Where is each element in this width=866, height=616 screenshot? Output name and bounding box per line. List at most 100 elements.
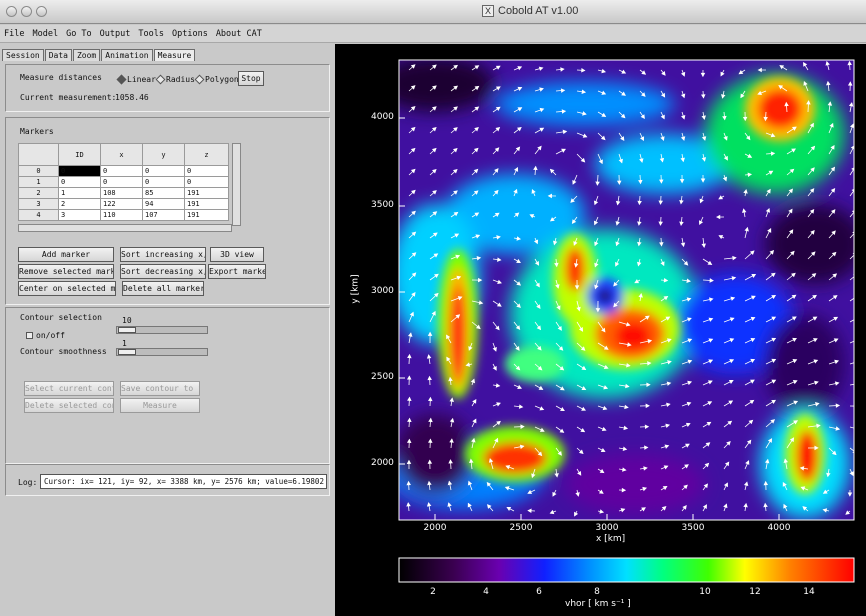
column-header-id[interactable]: ID bbox=[58, 143, 101, 166]
velocity-arrow-head bbox=[728, 400, 734, 405]
velocity-arrow-head bbox=[593, 220, 599, 226]
velocity-arrow-head bbox=[731, 276, 737, 281]
contour-level-slider-thumb[interactable] bbox=[118, 327, 136, 333]
radio-polygon[interactable]: Polygon bbox=[194, 74, 239, 85]
row-header[interactable]: 0 bbox=[18, 165, 59, 177]
table-cell[interactable]: 191 bbox=[184, 187, 229, 199]
table-row[interactable]: 3 2 122 94 191 bbox=[18, 198, 229, 210]
sort-increasing-button[interactable]: Sort increasing x,y,z bbox=[120, 247, 206, 262]
velocity-arrow-head bbox=[809, 208, 815, 214]
row-header[interactable]: 1 bbox=[18, 176, 59, 188]
velocity-arrow-head bbox=[474, 65, 480, 70]
contour-level-slider[interactable] bbox=[116, 326, 208, 334]
table-cell[interactable]: 0 bbox=[58, 176, 101, 188]
table-cell[interactable]: 1 bbox=[58, 187, 101, 199]
table-cell[interactable]: 0 bbox=[142, 176, 185, 188]
velocity-arrow-head bbox=[427, 480, 432, 486]
menu-file[interactable]: File bbox=[4, 28, 25, 39]
tab-data[interactable]: Data bbox=[44, 49, 72, 61]
velocity-arrow-head bbox=[527, 508, 532, 514]
select-current-contour-button[interactable]: Select current contour bbox=[24, 381, 114, 396]
table-cell[interactable]: 107 bbox=[142, 209, 185, 221]
export-markers-button[interactable]: Export markers bbox=[208, 264, 266, 279]
velocity-arrow-head bbox=[495, 383, 501, 388]
table-cell[interactable]: 0 bbox=[100, 165, 143, 177]
radio-linear[interactable]: Linear bbox=[116, 74, 156, 85]
center-on-selected-marker-button[interactable]: Center on selected marker bbox=[18, 281, 116, 296]
add-marker-button[interactable]: Add marker bbox=[18, 247, 114, 262]
tab-session[interactable]: Session bbox=[2, 49, 44, 61]
table-cell[interactable]: 0 bbox=[142, 165, 185, 177]
menu-model[interactable]: Model bbox=[32, 28, 59, 39]
velocity-arrow-head bbox=[431, 127, 437, 132]
table-cell[interactable]: 122 bbox=[100, 198, 143, 210]
table-row[interactable]: 0 0 0 0 0 bbox=[18, 165, 229, 177]
table-row[interactable]: 4 3 110 107 191 bbox=[18, 209, 229, 221]
table-cell[interactable]: 0 bbox=[184, 176, 229, 188]
radio-radius[interactable]: Radius bbox=[155, 74, 195, 85]
velocity-arrow-head bbox=[701, 94, 706, 99]
log-field[interactable]: Cursor: ix= 121, iy= 92, x= 3388 km, y= … bbox=[40, 474, 327, 489]
table-cell[interactable]: 110 bbox=[100, 209, 143, 221]
table-cell[interactable]: 3 bbox=[58, 209, 101, 221]
menu-output[interactable]: Output bbox=[99, 28, 131, 39]
velocity-arrow-head bbox=[581, 365, 587, 371]
menu-tools[interactable]: Tools bbox=[138, 28, 164, 39]
table-cell[interactable]: 191 bbox=[184, 198, 229, 210]
table-cell[interactable]: 0 bbox=[184, 165, 229, 177]
tab-animation[interactable]: Animation bbox=[101, 49, 153, 61]
save-contour-button[interactable]: Save contour to file bbox=[120, 381, 200, 396]
velocity-arrow-head bbox=[770, 151, 776, 156]
table-cell[interactable]: 108 bbox=[100, 187, 143, 199]
tab-measure[interactable]: Measure bbox=[153, 49, 196, 61]
velocity-arrow-head bbox=[806, 100, 811, 105]
table-cell[interactable]: 94 bbox=[142, 198, 185, 210]
remove-selected-marker-button[interactable]: Remove selected marker bbox=[18, 264, 114, 279]
velocity-arrow-head bbox=[750, 358, 756, 363]
minimize-window-button[interactable] bbox=[21, 6, 32, 17]
velocity-arrow-head bbox=[788, 188, 793, 194]
velocity-arrow-head bbox=[701, 115, 706, 120]
table-row[interactable]: 2 1 108 85 191 bbox=[18, 187, 229, 199]
delete-all-markers-button[interactable]: Delete all markers bbox=[122, 281, 204, 296]
column-header-y[interactable]: y bbox=[142, 143, 185, 166]
table-cell[interactable]: 85 bbox=[142, 187, 185, 199]
velocity-arrow-head bbox=[638, 179, 643, 185]
contour-smoothness-slider-thumb[interactable] bbox=[118, 349, 136, 355]
velocity-arrow-head bbox=[571, 219, 577, 224]
table-cell[interactable]: 191 bbox=[184, 209, 229, 221]
velocity-arrow-head bbox=[504, 486, 510, 491]
velocity-arrow-head bbox=[595, 308, 601, 313]
row-header[interactable]: 4 bbox=[18, 209, 59, 221]
markers-table[interactable]: ID x y z 0 0 0 0 0 1 0 0 0 0 2 1 108 85 … bbox=[18, 143, 229, 221]
velocity-field-plot[interactable] bbox=[335, 44, 866, 616]
table-cell[interactable]: 0 bbox=[100, 176, 143, 188]
markers-horizontal-scrollbar[interactable] bbox=[18, 224, 232, 232]
delete-selected-contour-button[interactable]: Delete selected contour bbox=[24, 398, 114, 413]
column-header-z[interactable]: z bbox=[184, 143, 229, 166]
row-header[interactable]: 3 bbox=[18, 198, 59, 210]
row-header[interactable]: 2 bbox=[18, 187, 59, 199]
stop-button[interactable]: Stop bbox=[238, 71, 264, 86]
menu-options[interactable]: Options bbox=[171, 28, 208, 39]
velocity-arrow-head bbox=[822, 508, 828, 513]
column-header-x[interactable]: x bbox=[100, 143, 143, 166]
tab-zoom[interactable]: Zoom bbox=[72, 49, 101, 61]
contour-onoff-checkbox[interactable] bbox=[26, 332, 33, 339]
zoom-window-button[interactable] bbox=[36, 6, 47, 17]
y-tick-label: 2000 bbox=[371, 458, 394, 468]
measure-contour-button[interactable]: Measure bbox=[120, 398, 200, 413]
contour-smoothness-slider[interactable] bbox=[116, 348, 208, 356]
table-cell[interactable]: 2 bbox=[58, 198, 101, 210]
menu-about[interactable]: About CAT bbox=[215, 28, 262, 39]
close-window-button[interactable] bbox=[6, 6, 17, 17]
markers-vertical-scrollbar[interactable] bbox=[232, 143, 241, 226]
velocity-arrow-head bbox=[729, 317, 735, 322]
menu-goto[interactable]: Go To bbox=[66, 28, 92, 39]
velocity-arrow-head bbox=[718, 235, 724, 240]
3d-view-button[interactable]: 3D view bbox=[210, 247, 264, 262]
selected-cell[interactable]: 0 bbox=[58, 165, 101, 177]
sort-decreasing-button[interactable]: Sort decreasing x,y,z bbox=[120, 264, 206, 279]
table-row[interactable]: 1 0 0 0 0 bbox=[18, 176, 229, 188]
velocity-arrow-head bbox=[575, 492, 580, 497]
